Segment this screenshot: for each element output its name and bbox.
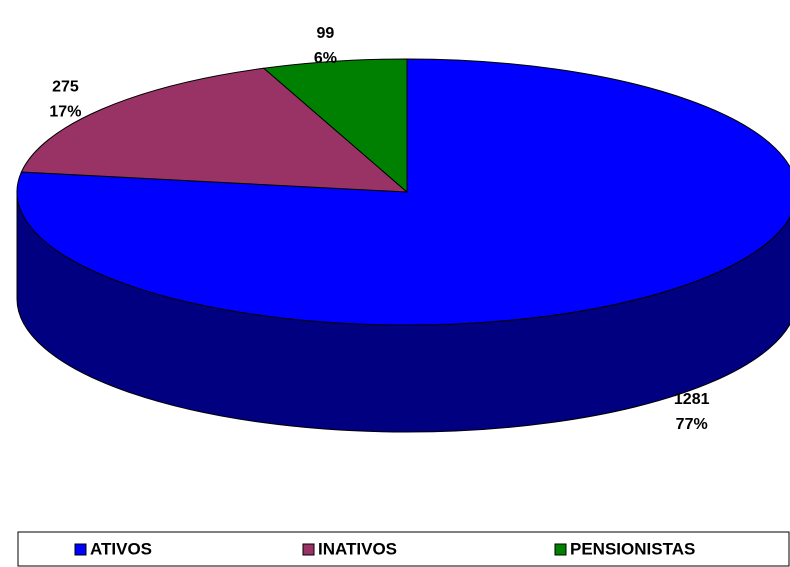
legend-label: INATIVOS — [318, 539, 397, 558]
legend-swatch — [74, 543, 87, 556]
legend-label: PENSIONISTAS — [570, 539, 695, 558]
value-label: 275 — [52, 78, 79, 95]
percent-label: 77% — [676, 416, 708, 433]
legend-swatch — [302, 543, 315, 556]
percent-label: 17% — [49, 103, 81, 120]
value-label: 1281 — [674, 391, 710, 408]
legend-swatch — [554, 543, 567, 556]
percent-label: 6% — [314, 50, 337, 67]
slice — [262, 58, 408, 194]
slice — [20, 67, 409, 193]
legend-label: ATIVOS — [90, 539, 152, 558]
value-label: 99 — [316, 25, 334, 42]
legend-box — [17, 531, 790, 567]
